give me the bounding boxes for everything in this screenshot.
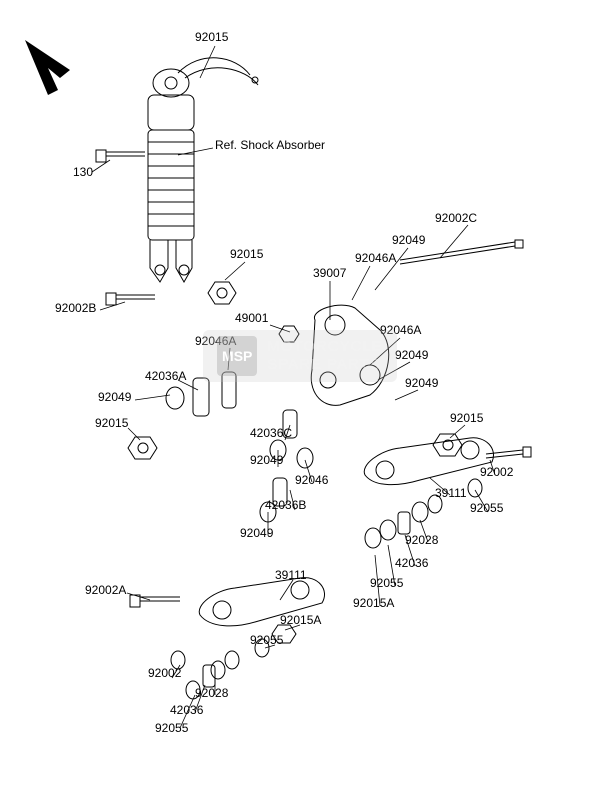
label-92046: 92046 (295, 473, 328, 487)
label-92049-top: 92049 (392, 233, 425, 247)
watermark-line2: SPARE PARTS (267, 356, 383, 374)
label-39111-right: 39111 (435, 486, 467, 500)
watermark: MSP MOTORCYCLE SPARE PARTS (165, 330, 435, 382)
label-92055-left: 92055 (250, 633, 283, 647)
exploded-view-svg (0, 0, 600, 785)
label-92028-left: 92028 (195, 686, 228, 700)
label-92049-center: 92049 (250, 453, 283, 467)
label-92049-left: 92049 (98, 390, 131, 404)
label-92015-right: 92015 (450, 411, 483, 425)
label-42036-right: 42036 (395, 556, 428, 570)
label-92002: 92002 (480, 465, 513, 479)
label-92015-top: 92015 (195, 30, 228, 44)
label-92028-right: 92028 (405, 533, 438, 547)
label-92002C: 92002C (435, 211, 477, 225)
label-92046A-top: 92046A (355, 251, 396, 265)
label-ref-shock: Ref. Shock Absorber (215, 138, 325, 152)
watermark-line1: MOTORCYCLE (267, 338, 383, 356)
label-92049-bottom: 92049 (240, 526, 273, 540)
label-92002B: 92002B (55, 301, 96, 315)
label-92055-right: 92055 (470, 501, 503, 515)
label-130: 130 (73, 165, 93, 179)
label-49001: 49001 (235, 311, 268, 325)
label-42036-left: 42036 (170, 703, 203, 717)
label-42036C: 42036C (250, 426, 292, 440)
watermark-text: MOTORCYCLE SPARE PARTS (267, 338, 383, 374)
label-92015-left: 92015 (95, 416, 128, 430)
label-92055-r2: 92055 (370, 576, 403, 590)
label-92055-bottom: 92055 (155, 721, 188, 735)
label-39111-left: 39111 (275, 568, 307, 582)
label-92002A: 92002A (85, 583, 126, 597)
label-92015-mid: 92015 (230, 247, 263, 261)
watermark-logo: MSP (217, 336, 257, 376)
label-39007: 39007 (313, 266, 346, 280)
label-92002-left: 92002 (148, 666, 181, 680)
label-42036B: 42036B (265, 498, 306, 512)
label-92015A-left: 92015A (280, 613, 321, 627)
diagram-canvas: 92015 130 Ref. Shock Absorber 92002C 920… (0, 0, 600, 785)
label-92015A-right: 92015A (353, 596, 394, 610)
